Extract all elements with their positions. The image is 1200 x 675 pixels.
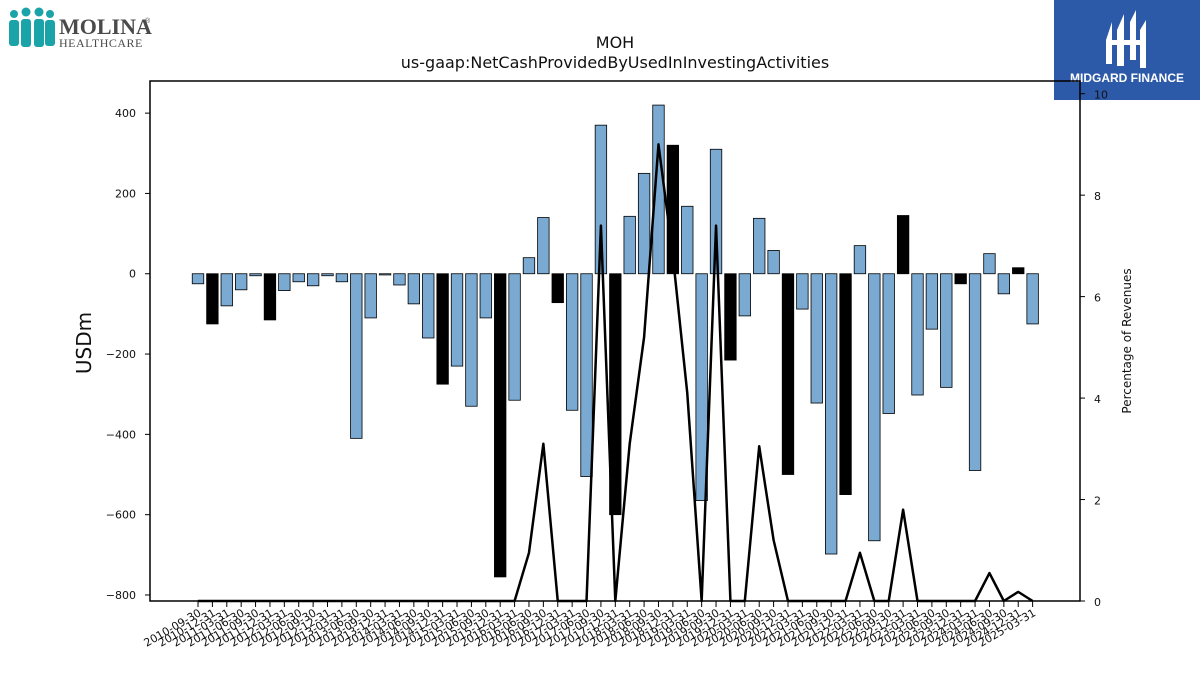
bar-2015-03-31 — [450, 273, 464, 367]
bar-2012-03-31 — [278, 273, 291, 291]
bars-group — [191, 104, 1039, 578]
molina-logo: MOLINA ® HEALTHCARE — [6, 6, 156, 50]
bar-2017-09-30 — [594, 124, 608, 275]
bar-2023-06-30 — [925, 273, 939, 330]
bar-2018-06-30 — [637, 172, 651, 275]
bar-2019-03-31 — [681, 205, 694, 275]
bar-2019-12-31 — [724, 273, 737, 361]
bar-2011-06-30 — [235, 273, 248, 291]
bar-2024-12-31 — [1012, 267, 1025, 275]
bar-2019-09-30 — [709, 148, 723, 275]
y2-tick-label: 2 — [1094, 495, 1101, 508]
bar-2022-12-31 — [896, 215, 910, 275]
bar-2025-03-31 — [1026, 273, 1039, 325]
bar-2020-09-30 — [767, 250, 780, 275]
bar-2018-03-31 — [623, 215, 636, 275]
bar-2016-03-31 — [508, 273, 521, 401]
bar-2019-06-30 — [695, 273, 708, 502]
bar-2012-09-30 — [306, 273, 320, 287]
molina-logo-line1: MOLINA — [59, 14, 152, 39]
bar-2012-06-30 — [292, 273, 305, 283]
bar-2015-06-30 — [465, 273, 478, 407]
x-axis-ticks: 2010-09-302010-12-312011-03-312011-06-30… — [142, 601, 1038, 650]
bar-2017-03-31 — [565, 273, 579, 411]
bar-2023-09-30 — [940, 273, 953, 388]
y-axis-ticks: −800 −600 −400 −200 0 200 400 — [106, 107, 150, 602]
midgard-finance-logo: MIDGARD FINANCE — [1054, 0, 1200, 100]
bar-2021-12-31 — [839, 273, 852, 495]
bar-2014-06-30 — [407, 273, 421, 305]
y2-axis-ticks: 0 2 4 6 8 10 — [1080, 89, 1108, 609]
chart-subtitle: us-gaap:NetCashProvidedByUsedInInvesting… — [401, 53, 829, 72]
bar-2016-06-30 — [522, 257, 536, 275]
bar-2021-06-30 — [810, 273, 823, 404]
bar-2022-09-30 — [882, 273, 895, 414]
y-tick-label: −200 — [106, 348, 136, 361]
y-axis-label: USDm — [72, 312, 96, 374]
bar-2016-09-30 — [537, 217, 550, 275]
y-tick-label: −400 — [106, 428, 136, 441]
molina-logo-line2: HEALTHCARE — [59, 36, 143, 50]
molina-logo-mark: MOLINA ® HEALTHCARE — [9, 7, 152, 50]
bar-2024-09-30 — [997, 273, 1010, 295]
bar-2014-09-30 — [422, 273, 435, 339]
bar-2016-12-31 — [551, 273, 564, 304]
bar-2013-09-30 — [364, 273, 377, 319]
bar-2014-12-31 — [436, 273, 449, 385]
bar-2011-03-31 — [220, 273, 233, 307]
bar-2014-03-31 — [393, 273, 406, 286]
bar-2023-12-31 — [954, 273, 967, 285]
bar-2022-06-30 — [868, 273, 881, 542]
y2-tick-label: 6 — [1094, 292, 1101, 305]
bar-2017-06-30 — [580, 273, 593, 477]
bar-2012-12-31 — [321, 273, 334, 277]
bar-2011-09-30 — [249, 273, 262, 277]
y2-tick-label: 0 — [1094, 596, 1101, 609]
bar-2020-03-31 — [738, 273, 751, 317]
bar-2024-03-31 — [968, 273, 982, 471]
y-tick-label: −800 — [106, 589, 136, 602]
chart-title: MOH — [596, 33, 634, 52]
bar-2013-03-31 — [335, 273, 349, 283]
plot-frame — [149, 80, 1081, 602]
bar-2010-09-30 — [191, 273, 205, 285]
bar-2010-12-31 — [206, 273, 219, 325]
y2-tick-label: 10 — [1094, 89, 1108, 102]
y-tick-label: −600 — [106, 509, 136, 522]
molina-logo-reg: ® — [145, 17, 151, 25]
bar-2013-12-31 — [378, 273, 392, 276]
midgard-logo-mark: MIDGARD FINANCE — [1070, 10, 1184, 85]
y2-tick-label: 4 — [1094, 393, 1101, 406]
bar-2013-06-30 — [350, 273, 363, 439]
bar-2020-12-31 — [781, 273, 795, 475]
bar-2015-12-31 — [494, 273, 507, 578]
bar-2021-03-31 — [796, 273, 809, 310]
y2-tick-label: 8 — [1094, 190, 1101, 203]
bar-2017-12-31 — [609, 273, 622, 516]
bar-2024-06-30 — [983, 253, 996, 275]
y-tick-label: 200 — [115, 187, 136, 200]
bar-2020-06-30 — [753, 217, 766, 275]
midgard-logo-text: MIDGARD FINANCE — [1070, 71, 1184, 85]
y-tick-label: 400 — [115, 107, 136, 120]
bar-2023-03-31 — [911, 273, 924, 396]
bar-2022-03-31 — [853, 245, 867, 275]
y2-axis-label: Percentage of Revenues — [1120, 268, 1134, 413]
y-tick-label: 0 — [129, 268, 136, 281]
bar-2021-09-30 — [825, 273, 838, 555]
bar-2015-09-30 — [479, 273, 492, 319]
bar-2011-12-31 — [263, 273, 277, 321]
